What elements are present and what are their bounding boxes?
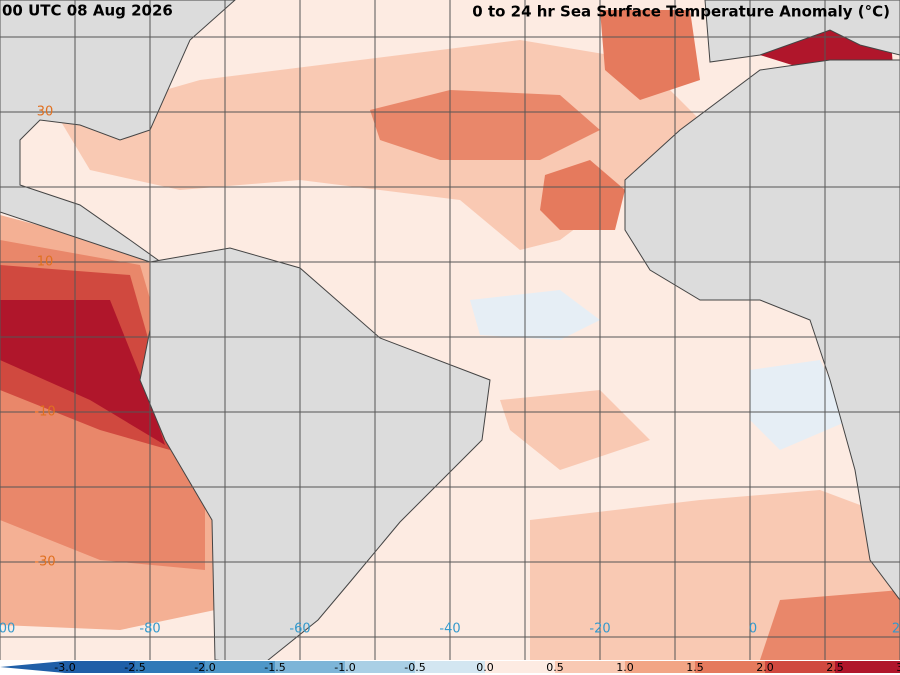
lon-label: -20	[589, 622, 610, 637]
colorbar-label: -2.5	[124, 661, 145, 674]
colorbar-label: -3.0	[54, 661, 75, 674]
lon-label: 0	[749, 622, 757, 637]
anomaly-area	[370, 90, 600, 160]
lat-label: 10	[37, 255, 54, 270]
colorbar-bin	[135, 661, 205, 673]
colorbar-bin	[275, 661, 345, 673]
lon-label: -60	[289, 622, 310, 637]
lat-label: 30	[37, 105, 54, 120]
colorbar-bin	[555, 661, 625, 673]
colorbar-label: 1.0	[616, 661, 634, 674]
map-title: 0 to 24 hr Sea Surface Temperature Anoma…	[472, 3, 890, 21]
south-america	[139, 247, 491, 666]
colorbar-label: 3.0	[896, 661, 900, 674]
colorbar-label: -1.5	[264, 661, 285, 674]
lon-label: 2	[892, 622, 900, 637]
anomaly-area	[0, 300, 165, 445]
colorbar-bin	[205, 661, 275, 673]
colorbar-label: 2.5	[826, 661, 844, 674]
anomaly-area	[500, 390, 650, 470]
colorbar-label: -1.0	[334, 661, 355, 674]
anomaly-area	[470, 290, 600, 340]
lon-label: -40	[439, 622, 460, 637]
colorbar-bin	[485, 661, 555, 673]
lon-label: 00	[0, 622, 15, 637]
anomaly-area	[60, 40, 700, 250]
colorbar-label: -2.0	[194, 661, 215, 674]
colorbar-label: 0.0	[476, 661, 494, 674]
colorbar-label: 2.0	[756, 661, 774, 674]
colorbar-bin	[695, 661, 765, 673]
lon-label: -80	[139, 622, 160, 637]
colorbar: -3.0 -2.5 -2.0 -1.5 -1.0 -0.5 0.0 0.5 1.0 1.5 2.0 2…	[0, 660, 900, 675]
colorbar-extend-low	[0, 661, 65, 673]
colorbar-bin	[625, 661, 695, 673]
lat-label: -30	[34, 555, 55, 570]
colorbar-label: 1.5	[686, 661, 704, 674]
africa	[624, 59, 900, 601]
axis-labels: 30 10 -10 -30 00 -80 -60 -40 -20 0 2	[0, 105, 900, 637]
colorbar-bin	[65, 661, 135, 673]
lat-label: -10	[34, 405, 55, 420]
anomaly-area	[760, 590, 900, 660]
colorbar-bin	[765, 661, 835, 673]
colorbar-label: 0.5	[546, 661, 564, 674]
colorbar-label: -0.5	[404, 661, 425, 674]
colorbar-bin	[345, 661, 415, 673]
graticule	[0, 0, 900, 660]
colorbar-bin	[835, 661, 900, 673]
anomaly-area	[540, 160, 625, 230]
valid-time: 00 UTC 08 Aug 2026	[2, 2, 173, 20]
colorbar-bin	[415, 661, 485, 673]
